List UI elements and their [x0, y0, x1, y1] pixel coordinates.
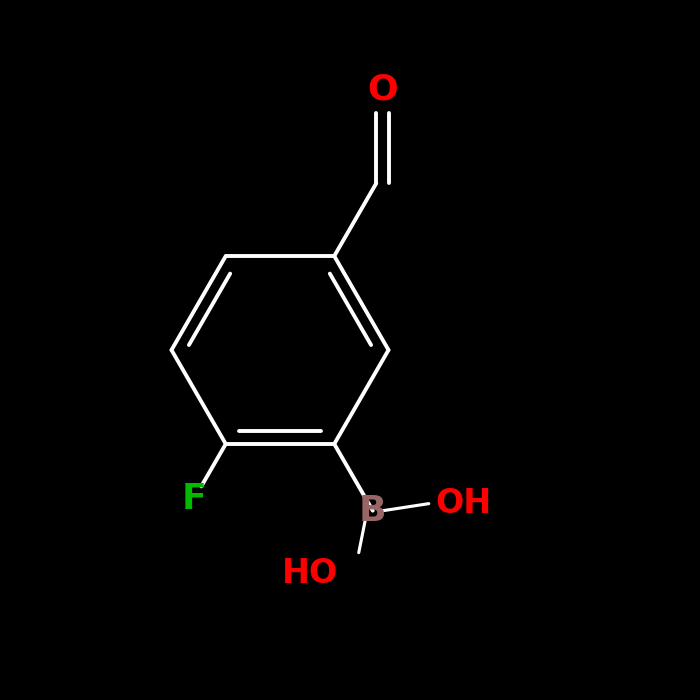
Text: F: F: [182, 482, 206, 515]
Text: B: B: [359, 494, 386, 528]
Text: HO: HO: [281, 557, 338, 590]
Text: O: O: [368, 72, 398, 106]
Text: OH: OH: [435, 487, 492, 520]
